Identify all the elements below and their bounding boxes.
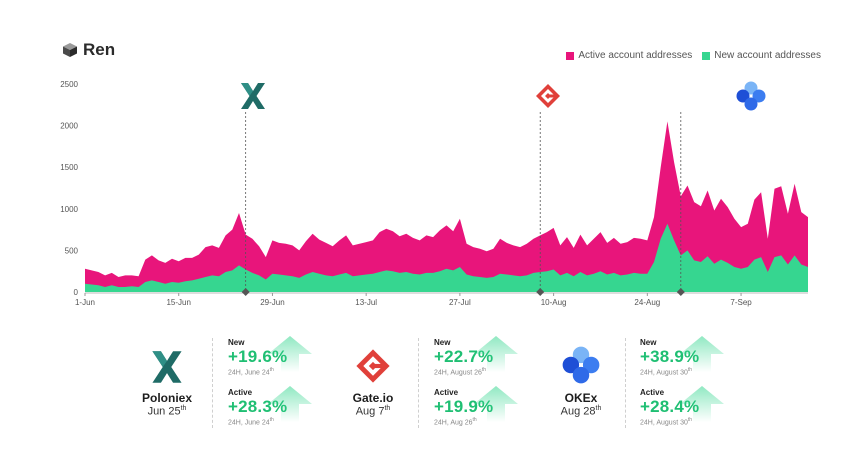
event-markers bbox=[241, 112, 685, 296]
up-arrow-icon bbox=[474, 336, 518, 372]
gateio-g-icon bbox=[536, 84, 560, 108]
chart-areas bbox=[85, 121, 808, 293]
stat-label: Active bbox=[434, 388, 459, 397]
exchange-name: Poloniex bbox=[141, 391, 192, 405]
divider bbox=[212, 338, 213, 428]
legend-swatch-active bbox=[566, 51, 575, 60]
stat-sub: 24H, August 30th bbox=[640, 367, 693, 377]
poloniex-x-icon bbox=[152, 351, 182, 383]
stat-label: New bbox=[228, 338, 245, 347]
stat-sub: 24H, June 24th bbox=[228, 367, 274, 377]
exchange-date: Aug 7th bbox=[355, 405, 391, 418]
exchange-name: Gate.io bbox=[352, 391, 394, 405]
chart-legend: Active account addresses New account add… bbox=[566, 50, 821, 61]
poloniex-x-icon bbox=[241, 83, 265, 109]
series-area-active bbox=[85, 121, 808, 293]
divider bbox=[418, 338, 419, 428]
exchange-card-poloniex: Poloniex Jun 25th bbox=[122, 350, 212, 418]
y-tick-label: 1000 bbox=[60, 205, 78, 214]
ren-cube-icon bbox=[63, 43, 77, 57]
stat-sub: 24H, Aug 26th bbox=[434, 417, 477, 427]
legend-item-active: Active account addresses bbox=[566, 50, 692, 61]
legend-swatch-new bbox=[702, 51, 711, 60]
exchange-name: OKEx bbox=[564, 391, 598, 405]
x-tick-label: 27-Jul bbox=[449, 298, 471, 307]
stat-sub: 24H, August 30th bbox=[640, 417, 693, 427]
x-axis: 1-Jun 15-Jun 29-Jun 13-Jul 27-Jul 10-Aug 24-Au… bbox=[75, 292, 808, 307]
x-tick-label: 15-Jun bbox=[166, 298, 190, 307]
y-tick-label: 1500 bbox=[60, 163, 78, 172]
page-title: Ren bbox=[83, 40, 116, 59]
stat-label: New bbox=[434, 338, 451, 347]
legend-item-new: New account addresses bbox=[702, 50, 821, 61]
x-tick-label: 10-Aug bbox=[541, 298, 567, 307]
y-tick-label: 2000 bbox=[60, 122, 78, 131]
brand: Ren bbox=[62, 40, 115, 60]
stat-label: Active bbox=[228, 388, 253, 397]
exchange-date: Jun 25th bbox=[147, 405, 187, 418]
event-marker bbox=[241, 288, 250, 296]
x-tick-label: 1-Jun bbox=[75, 298, 95, 307]
series-area-new bbox=[85, 223, 808, 292]
area-chart: 0 500 1000 1500 2000 2500 1-Jun 15-Jun 29-Jun 13… bbox=[60, 80, 808, 307]
stat-sub: 24H, June 24th bbox=[228, 417, 274, 427]
divider bbox=[625, 338, 626, 428]
stat-sub: 24H, August 26th bbox=[434, 367, 487, 377]
event-marker bbox=[536, 288, 545, 296]
event-marker bbox=[676, 288, 685, 296]
y-axis: 0 500 1000 1500 2000 2500 bbox=[60, 80, 78, 297]
stat-label: New bbox=[640, 338, 657, 347]
legend-label-active: Active account addresses bbox=[578, 50, 693, 61]
x-tick-label: 7-Sep bbox=[730, 298, 752, 307]
x-tick-label: 13-Jul bbox=[355, 298, 377, 307]
gateio-g-icon bbox=[356, 349, 390, 383]
up-arrow-icon bbox=[680, 336, 724, 372]
up-arrow-icon bbox=[268, 336, 312, 372]
legend-label-new: New account addresses bbox=[714, 50, 821, 61]
y-tick-label: 0 bbox=[74, 288, 79, 297]
exchange-date: Aug 28th bbox=[560, 405, 602, 418]
y-tick-label: 2500 bbox=[60, 80, 78, 89]
stat-label: Active bbox=[640, 388, 665, 397]
exchange-card-okex: OKEx Aug 28th bbox=[536, 346, 626, 418]
up-arrow-icon bbox=[680, 386, 724, 422]
y-tick-label: 500 bbox=[65, 246, 79, 255]
okex-circles-icon bbox=[736, 81, 766, 111]
x-tick-label: 24-Aug bbox=[634, 298, 660, 307]
x-tick-label: 29-Jun bbox=[260, 298, 284, 307]
exchange-card-gateio: Gate.io Aug 7th bbox=[328, 348, 418, 418]
okex-circles-icon bbox=[562, 346, 600, 384]
up-arrow-icon bbox=[474, 386, 518, 422]
up-arrow-icon bbox=[268, 386, 312, 422]
